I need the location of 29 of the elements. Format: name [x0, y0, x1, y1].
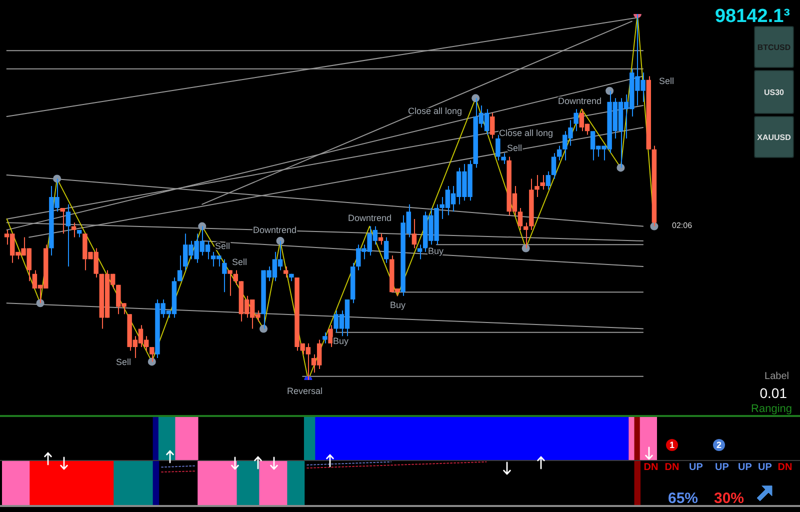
annotation: Sell [116, 357, 132, 367]
text: DN [778, 462, 792, 473]
text: UP [758, 462, 772, 473]
annotation: Buy [333, 336, 350, 346]
text: Sell [659, 76, 674, 86]
annotation: DN [644, 462, 658, 473]
annotation: Sell [215, 241, 230, 251]
text: Reversal [287, 386, 323, 396]
text: 65% [668, 490, 698, 507]
annotation: Buy [428, 246, 444, 256]
text: UP [715, 462, 730, 473]
annotation: Close all long [499, 128, 554, 138]
symbol-button: XAUUSD [754, 116, 794, 158]
text: 02:06 [672, 221, 693, 230]
symbol-button: US30 [754, 70, 794, 114]
annotation: Downtrend [348, 213, 392, 223]
annotation: Downtrend [558, 96, 602, 106]
text: UP [738, 462, 752, 473]
text: 98142.1³ [714, 6, 790, 27]
number-badge: 2 [713, 439, 725, 451]
annotation: Buy [390, 300, 406, 310]
text: 0.01 [760, 385, 788, 401]
text: Ranging [751, 403, 792, 415]
text: UP [689, 462, 704, 473]
text: 30% [714, 490, 744, 507]
number-badge: 1 [666, 439, 678, 451]
text: Label [764, 371, 789, 382]
annotation: Sell [232, 257, 248, 267]
text: DN [664, 462, 680, 473]
